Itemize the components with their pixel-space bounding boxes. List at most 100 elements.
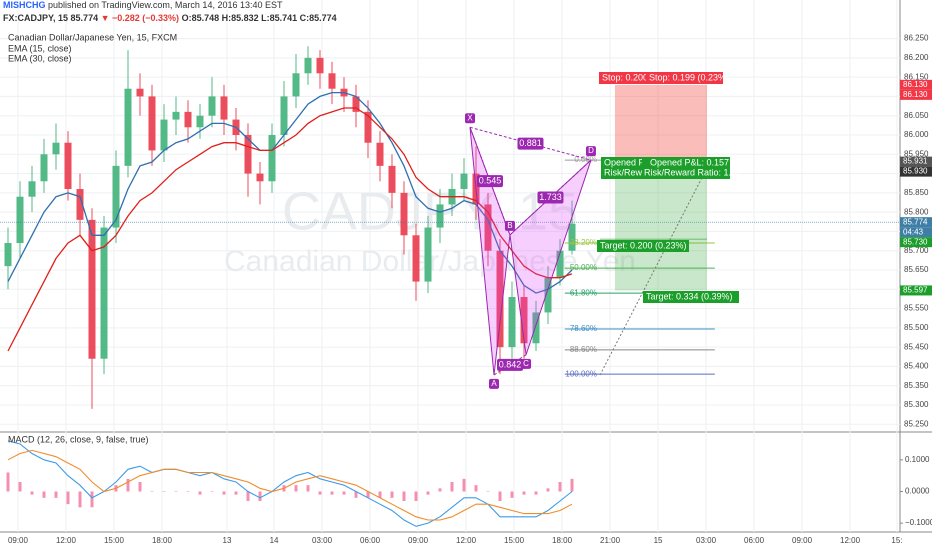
point-label: B	[507, 221, 512, 230]
x-tick-label: 15:00	[504, 536, 525, 545]
candle-body	[496, 250, 504, 348]
candle-body	[268, 135, 276, 182]
countdown: 04:43	[903, 227, 924, 236]
histogram-bar	[186, 491, 190, 492]
ratio-box	[537, 191, 564, 204]
plot: 85.250 85.300 85.350 85.400 85.450 85.500 85.5…	[0, 34, 932, 545]
published: published on TradingView.com, March 14, …	[48, 0, 283, 10]
x-tick-label: 13	[223, 536, 232, 545]
pnl-label: Opened P&L: 0.157	[650, 157, 729, 167]
price-tag	[900, 156, 932, 167]
candle-body	[460, 173, 468, 189]
histogram-bar	[126, 478, 130, 492]
candle-body	[364, 111, 372, 143]
candle-body	[244, 135, 252, 174]
price-tag-label: 86.130	[903, 80, 928, 89]
histogram-bar	[258, 491, 262, 501]
target-label: Target: 0.334 (0.39%)	[646, 291, 733, 301]
ratio-label: 0.842	[499, 359, 522, 369]
author: MISHCHG	[3, 0, 46, 10]
histogram-bar	[234, 491, 238, 495]
histogram-bar	[66, 491, 70, 505]
macd-line	[7, 440, 573, 527]
legend-entry: EMA (15, close)	[8, 43, 72, 53]
candle-body	[532, 312, 540, 344]
price-tag-label: 85.931	[903, 157, 928, 166]
candle-body	[136, 88, 144, 97]
histogram-bar	[162, 491, 166, 492]
x-tick-label: 15:	[891, 536, 902, 545]
y-tick-label: 85.300	[904, 400, 929, 409]
target-label-box	[597, 240, 689, 252]
histogram-bar	[546, 488, 550, 492]
histogram-bar	[558, 482, 562, 492]
histogram-bar	[378, 491, 382, 498]
histogram-bar	[90, 491, 94, 508]
point-box	[585, 146, 596, 157]
histogram-bar	[354, 491, 358, 498]
price-tag-label: 85.730	[903, 237, 928, 246]
candle-body	[220, 96, 228, 120]
candle-body	[52, 142, 60, 155]
ratio-box	[497, 358, 524, 371]
ratio-label: 0.881	[519, 138, 542, 148]
y-tick-label: 86.200	[904, 53, 929, 62]
x-tick-label: 12:00	[840, 536, 861, 545]
y-tick-label: 86.050	[904, 111, 929, 120]
fib-label: 100.00%	[565, 369, 597, 378]
y-tick-label: −0.1000	[905, 518, 932, 527]
ratio-box	[476, 175, 503, 188]
y-tick-label: 0.1000	[905, 455, 930, 464]
symbol: FX:CADJPY, 15	[3, 13, 68, 23]
candle-body	[160, 119, 168, 151]
candle-body	[208, 96, 216, 116]
y-tick-label: 85.400	[904, 362, 929, 371]
histogram-bar	[6, 472, 10, 492]
histogram-bar	[294, 485, 298, 492]
candle-body	[76, 189, 84, 220]
point-box	[489, 378, 500, 389]
histogram-bar	[510, 491, 514, 498]
candle-body	[148, 96, 156, 151]
histogram-bar	[198, 491, 202, 495]
histogram-bar	[534, 491, 538, 495]
target-label-box	[643, 291, 739, 303]
pattern-ratio-line	[493, 354, 527, 376]
histogram-bar	[486, 491, 490, 492]
x-tick-label: 09:00	[408, 536, 429, 545]
y-tick-label: 85.250	[904, 419, 929, 428]
x-tick-label: 18:00	[152, 536, 173, 545]
histogram-bar	[318, 491, 322, 495]
candle-body	[304, 57, 312, 74]
point-box	[504, 220, 515, 231]
fib-label: 0.00%	[574, 155, 597, 164]
price-tag-label: 85.774	[903, 217, 928, 226]
candle-body	[424, 227, 432, 282]
target-zone	[614, 162, 708, 291]
candle-body	[100, 227, 108, 359]
candle-body	[112, 165, 120, 228]
x-tick-label: 09:00	[8, 536, 29, 545]
candle-body	[172, 111, 180, 120]
candle-body	[88, 219, 96, 359]
histogram-bar	[330, 491, 334, 495]
stop-zone	[614, 84, 708, 162]
stop-label-box	[646, 72, 723, 84]
stop-label-box	[599, 72, 655, 84]
histogram-bar	[150, 491, 154, 492]
candle-body	[436, 204, 444, 228]
price-tag	[900, 237, 932, 248]
candle-body	[388, 165, 396, 193]
countdown-box	[900, 227, 932, 238]
histogram-bar	[222, 491, 226, 495]
y-tick-label: 85.550	[904, 304, 929, 313]
point-box	[521, 358, 532, 369]
candle-body	[184, 111, 192, 128]
price-tag-label: 86.130	[903, 90, 928, 99]
fib-label: 61.80%	[570, 288, 597, 297]
point-label: D	[588, 146, 594, 155]
histogram-bar	[522, 491, 526, 495]
candle-body	[484, 204, 492, 251]
histogram-bar	[402, 491, 406, 501]
